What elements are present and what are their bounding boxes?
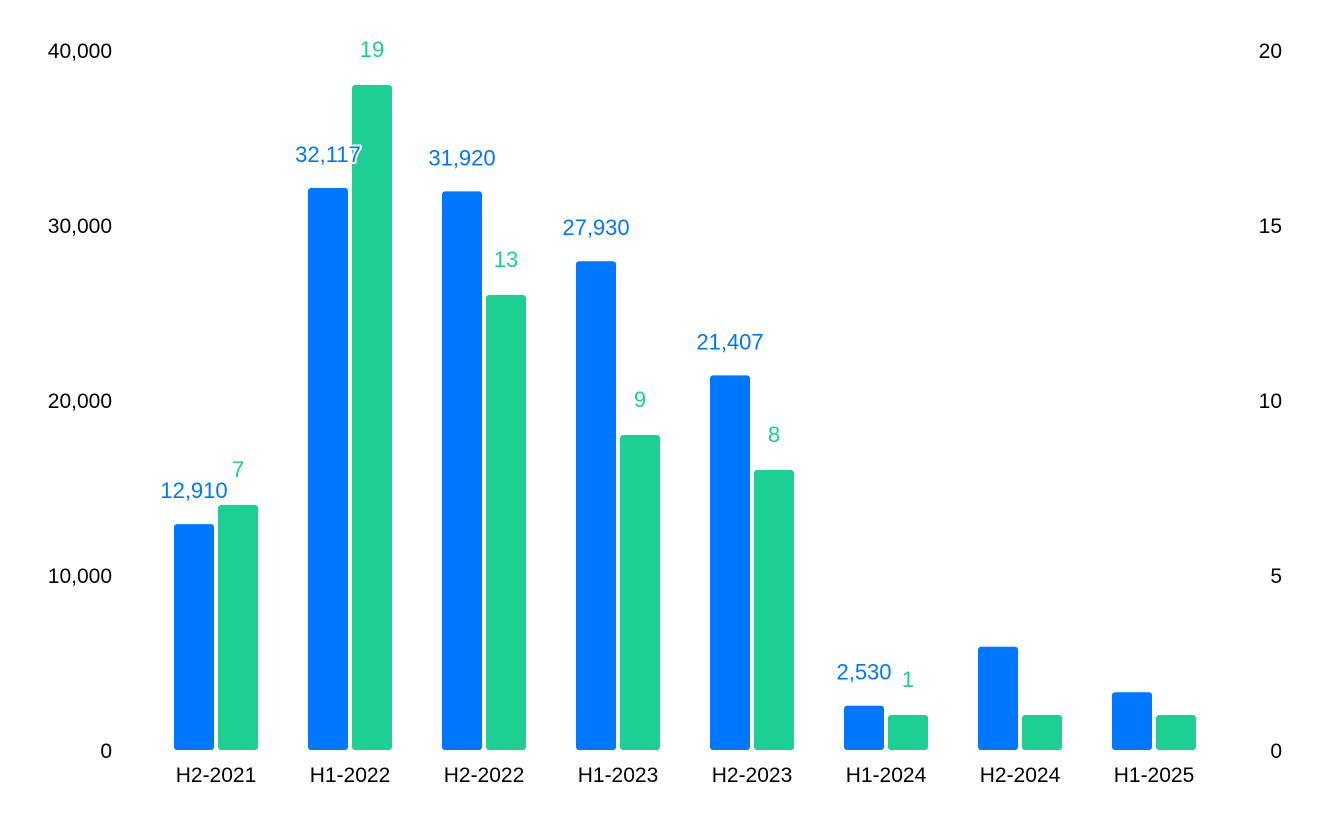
x-tick-label: H2-2022	[444, 764, 525, 787]
y-right-tick-label: 15	[1259, 215, 1282, 238]
data-label-right-series: 19	[360, 37, 384, 62]
data-label-right-series: 8	[768, 422, 780, 447]
x-tick-label: H2-2024	[980, 764, 1061, 787]
y-right-tick-label: 20	[1259, 40, 1282, 63]
bar-left-series	[978, 646, 1018, 750]
data-label-right-series: 7	[232, 457, 244, 482]
data-label-right-series: 1	[902, 667, 914, 692]
bar-left-series	[1112, 692, 1152, 750]
data-label-left-series: 2,530	[836, 660, 891, 685]
x-tick-label: H1-2024	[846, 764, 927, 787]
bar-right-series	[1156, 715, 1196, 750]
y-left-tick-label: 10,000	[48, 565, 112, 588]
y-left-tick-label: 40,000	[48, 40, 112, 63]
y-right-tick-label: 0	[1270, 740, 1282, 763]
data-label-left-series: 21,407	[696, 329, 763, 354]
bar-right-series	[218, 505, 258, 750]
bar-left-series	[442, 191, 482, 750]
data-label-left-series: 31,920	[428, 145, 495, 170]
y-left-tick-label: 30,000	[48, 215, 112, 238]
y-left-tick-label: 0	[100, 740, 112, 763]
bar-right-series	[620, 435, 660, 750]
x-tick-label: H1-2023	[578, 764, 659, 787]
data-label-left-series: 32,117	[295, 142, 361, 167]
y-right-tick-label: 10	[1259, 390, 1282, 413]
bar-left-series	[710, 375, 750, 750]
bar-right-series	[754, 470, 794, 750]
bar-right-series	[486, 295, 526, 750]
x-tick-label: H2-2021	[176, 764, 257, 787]
y-right-tick-label: 5	[1270, 565, 1282, 588]
data-label-left-series: 27,930	[562, 215, 629, 240]
bar-right-series	[888, 715, 928, 750]
bar-left-series	[174, 524, 214, 750]
bar-left-series	[844, 705, 884, 750]
bar-left-series	[576, 261, 616, 750]
x-tick-label: H1-2022	[310, 764, 391, 787]
y-left-tick-label: 20,000	[48, 390, 112, 413]
bar-right-series	[1022, 715, 1062, 750]
x-tick-label: H2-2023	[712, 764, 793, 787]
bar-left-series	[308, 187, 348, 750]
data-label-right-series: 9	[634, 387, 646, 412]
data-label-left-series: 12,910	[160, 478, 227, 503]
x-tick-label: H1-2025	[1114, 764, 1195, 787]
data-label-right-series: 13	[494, 247, 518, 272]
bar-right-series	[352, 85, 392, 750]
